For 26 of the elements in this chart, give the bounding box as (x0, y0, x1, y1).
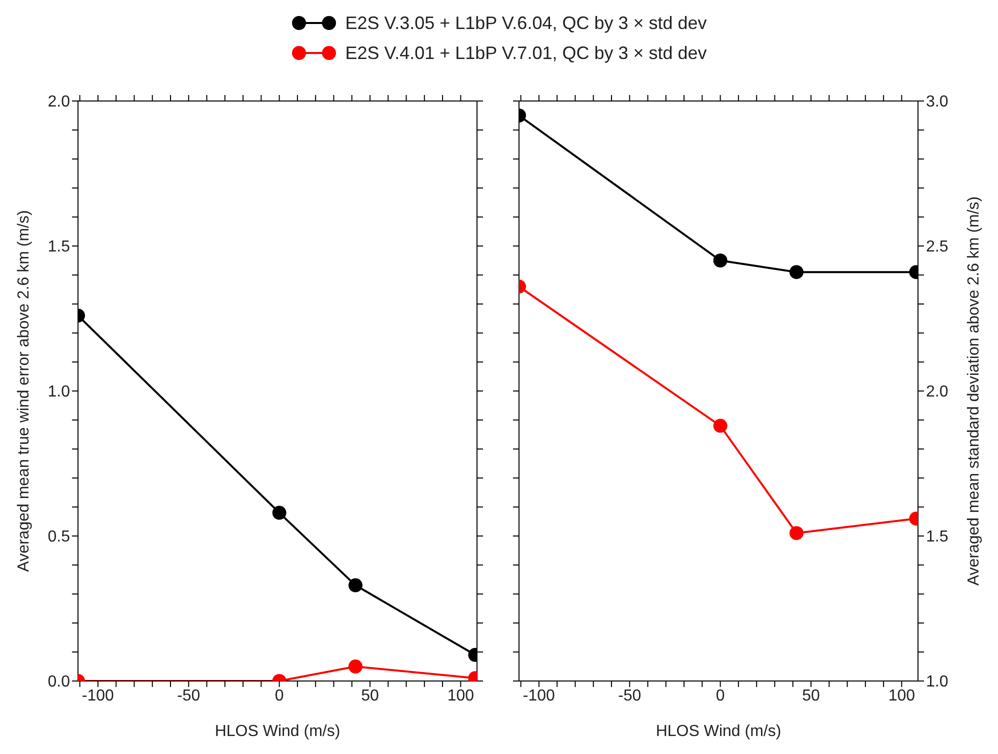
y-tick-label: 2.5 (926, 238, 948, 256)
x-tick-label: 100 (447, 687, 474, 704)
x-tick-label: 50 (802, 687, 820, 704)
y-tick-label: 1.5 (926, 528, 948, 546)
y-tick-label: 1.0 (48, 384, 70, 401)
y-tick-label: 2.0 (926, 384, 948, 401)
x-tick-label: -100 (522, 687, 556, 704)
x-tick-label: 0 (716, 687, 725, 704)
x-tick-label: -100 (82, 687, 114, 704)
legend-label: E2S V.3.05 + L1bP V.6.04, QC by 3 × std dev (345, 12, 707, 34)
x-tick-label: -50 (177, 687, 200, 704)
y-tick-label: 2.0 (48, 94, 70, 111)
y-tick-label: 1.5 (48, 238, 70, 256)
x-tick-label: 0 (274, 687, 284, 704)
x-tick-label: 50 (361, 687, 379, 704)
x-axis-title: HLOS Wind (m/s) (214, 723, 340, 740)
y-axis-title: Averaged mean standard deviation above 2.6 km (m/s) (966, 196, 983, 586)
y-tick-label: 0.0 (48, 674, 70, 691)
legend-label: E2S V.4.01 + L1bP V.7.01, QC by 3 × std dev (345, 42, 707, 64)
y-axis-title: Averaged mean true wind error above 2.6 km (m/s) (16, 210, 33, 572)
x-tick-label: -50 (618, 687, 642, 704)
y-tick-label: 1.0 (926, 674, 948, 691)
x-axis-title: HLOS Wind (m/s) (656, 723, 782, 740)
y-tick-label: 0.5 (48, 528, 70, 546)
x-tick-label: 100 (888, 687, 916, 704)
y-tick-label: 3.0 (926, 94, 948, 111)
